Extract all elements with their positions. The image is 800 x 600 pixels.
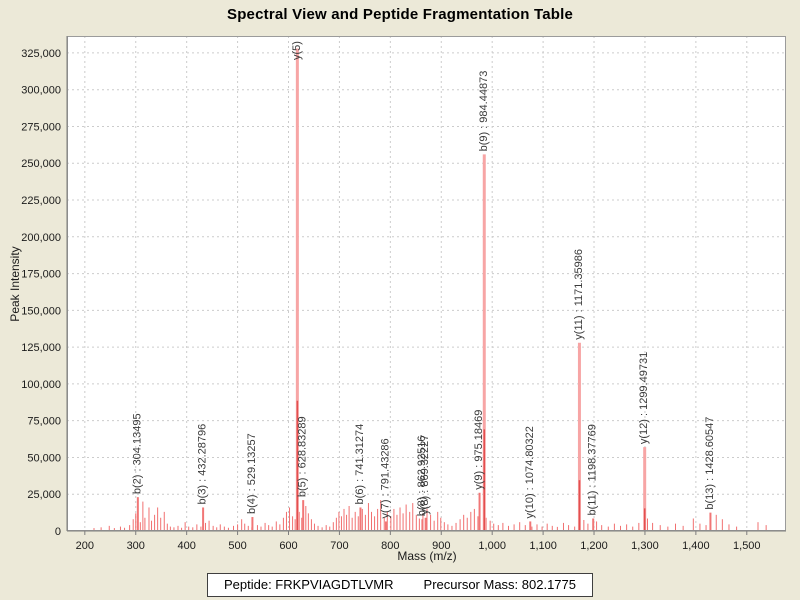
y-tick-label: 275,000 [21, 121, 61, 133]
fragment-peak-label: b(2) : 304.13495 [131, 413, 143, 494]
y-tick-label: 325,000 [21, 48, 61, 60]
spectrum-chart-panel[interactable]: b(2) : 304.13495 b(3) : 432.28796 b(4) : 5… [0, 0, 800, 570]
fragment-peak-label: b(3) : 432.28796 [197, 424, 209, 505]
x-tick-label: 1,300 [631, 540, 659, 552]
x-tick-label: 1,000 [478, 540, 506, 552]
x-tick-label: 700 [330, 540, 348, 552]
x-tick-label: 1,500 [733, 540, 761, 552]
fragment-peak-label: b(6) : 741.31274 [354, 424, 366, 505]
y-tick-label: 50,000 [27, 452, 61, 464]
fragment-peak-label: b(4) : 529.13257 [246, 433, 258, 514]
y-tick-label: 150,000 [21, 305, 61, 317]
x-tick-label: 900 [432, 540, 450, 552]
fragment-peak-label: b(5) : 628.83289 [297, 416, 309, 497]
fragment-peak-label: y(12) : 1299.49731 [638, 352, 650, 444]
y-tick-label: 225,000 [21, 195, 61, 207]
fragment-peak-label: b(8) : 862.92516 [416, 435, 428, 516]
x-tick-label: 600 [279, 540, 297, 552]
footer: Peptide: FRKPVIAGDTLVMR Precursor Mass: … [0, 573, 800, 597]
fragment-peak-label: y(7) : 791.43286 [379, 438, 391, 518]
y-tick-label: 200,000 [21, 232, 61, 244]
x-tick-label: 200 [76, 540, 94, 552]
x-tick-label: 1,100 [529, 540, 557, 552]
x-tick-label: 1,200 [580, 540, 608, 552]
fragment-peak-label: y(10) : 1074.80322 [524, 426, 536, 518]
y-tick-label: 300,000 [21, 85, 61, 97]
precursor-mass-label: Precursor Mass: 802.1775 [423, 577, 576, 592]
fragment-peak-label: y(11) : 1171.35986 [573, 249, 585, 340]
fragment-peak-label: y(5) : [291, 35, 303, 60]
plot-background [67, 36, 786, 531]
x-tick-label: 800 [381, 540, 399, 552]
peptide-info-box: Peptide: FRKPVIAGDTLVMR Precursor Mass: … [206, 573, 593, 597]
y-axis-title: Peak Intensity [8, 246, 22, 321]
y-tick-label: 0 [55, 526, 61, 538]
fragment-peak-label: y(8) : 869.32227 [419, 435, 431, 515]
peptide-label: Peptide: FRKPVIAGDTLVMR [223, 577, 394, 592]
y-tick-label: 25,000 [27, 489, 61, 501]
fragment-peak-label: b(9) : 984.44873 [478, 71, 490, 152]
y-tick-label: 125,000 [21, 342, 61, 354]
x-tick-label: 1,400 [682, 540, 710, 552]
y-tick-label: 250,000 [21, 158, 61, 170]
y-tick-label: 100,000 [21, 379, 61, 391]
fragment-peak-label: b(11) : 1198.37769 [587, 424, 599, 515]
fragment-peak-label: b(13) : 1428.60547 [704, 417, 716, 510]
x-tick-label: 500 [228, 540, 246, 552]
y-tick-label: 175,000 [21, 269, 61, 281]
y-tick-label: 75,000 [27, 416, 61, 428]
chart-title: Spectral View and Peptide Fragmentation … [226, 6, 574, 23]
x-tick-label: 300 [127, 540, 145, 552]
x-axis-title: Mass (m/z) [397, 549, 456, 563]
fragment-peak-label: y(9) : 975.18469 [473, 410, 485, 490]
x-tick-label: 400 [177, 540, 195, 552]
